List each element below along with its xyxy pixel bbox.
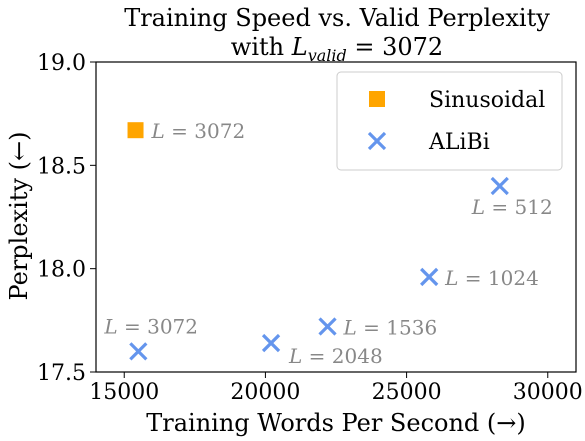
alibi-point-3-marker-stroke-b [420, 267, 439, 287]
alibi-point-4-marker-stroke-b [490, 176, 509, 196]
y-tick-label: 18.0 [37, 258, 86, 283]
data-points [127, 122, 509, 361]
y-tick-label: 18.5 [37, 154, 86, 179]
x-tick-label: 30000 [513, 380, 583, 405]
x-tick-label: 25000 [372, 380, 442, 405]
x-tick-label: 20000 [230, 380, 300, 405]
alibi-point-1-marker [261, 333, 281, 353]
legend-sinusoidal-label: Sinusoidal [429, 88, 545, 113]
x-tick-label: 15000 [89, 380, 159, 405]
plot-frame [95, 61, 577, 373]
alibi-point-1-marker-stroke-b [261, 333, 281, 353]
point-annotations: L = 3072 L = 3072 L = 2048 L = 1536 L = 1024… [103, 119, 552, 368]
alibi-point-0-marker [129, 342, 148, 361]
alibi-point-1-label: L = 2048 [288, 344, 383, 368]
alibi-point-4-label: L = 512 [471, 195, 553, 219]
legend-box [336, 71, 563, 171]
x-axis-label: Training Words Per Second (→) [146, 409, 526, 437]
alibi-point-0-label: L = 3072 [103, 314, 198, 338]
y-axis-ticks: 17.5 18.0 18.5 19.0 [37, 51, 96, 386]
alibi-point-4-marker [490, 176, 509, 196]
y-axis-label: Perplexity (←) [5, 132, 33, 301]
chart-title-line-2: with Lvalid = 3072 [231, 33, 443, 65]
y-tick-label: 19.0 [37, 51, 86, 76]
legend-alibi-marker-stroke-b [367, 131, 387, 151]
sinusoidal-point-0-label: L = 3072 [151, 119, 246, 143]
legend-alibi-marker [367, 131, 387, 151]
alibi-point-3-marker [420, 267, 439, 287]
alibi-point-2-marker [318, 317, 337, 336]
legend-sinusoidal-marker [369, 91, 385, 107]
alibi-point-0-marker-stroke-b [129, 342, 148, 361]
plot-area [95, 61, 577, 373]
alibi-point-3-label: L = 1024 [444, 266, 539, 290]
x-axis-ticks: 15000 20000 25000 30000 [89, 372, 583, 405]
legend: Sinusoidal ALiBi [336, 71, 563, 171]
alibi-point-2-marker-stroke-b [318, 317, 337, 336]
alibi-point-2-label: L = 1536 [343, 316, 438, 340]
chart-title-line-1: Training Speed vs. Valid Perplexity [124, 4, 550, 32]
chart-title: Training Speed vs. Valid Perplexity with… [124, 4, 550, 65]
legend-alibi-label: ALiBi [428, 130, 490, 155]
y-tick-label: 17.5 [37, 361, 86, 386]
sinusoidal-point-0-marker [127, 122, 144, 139]
